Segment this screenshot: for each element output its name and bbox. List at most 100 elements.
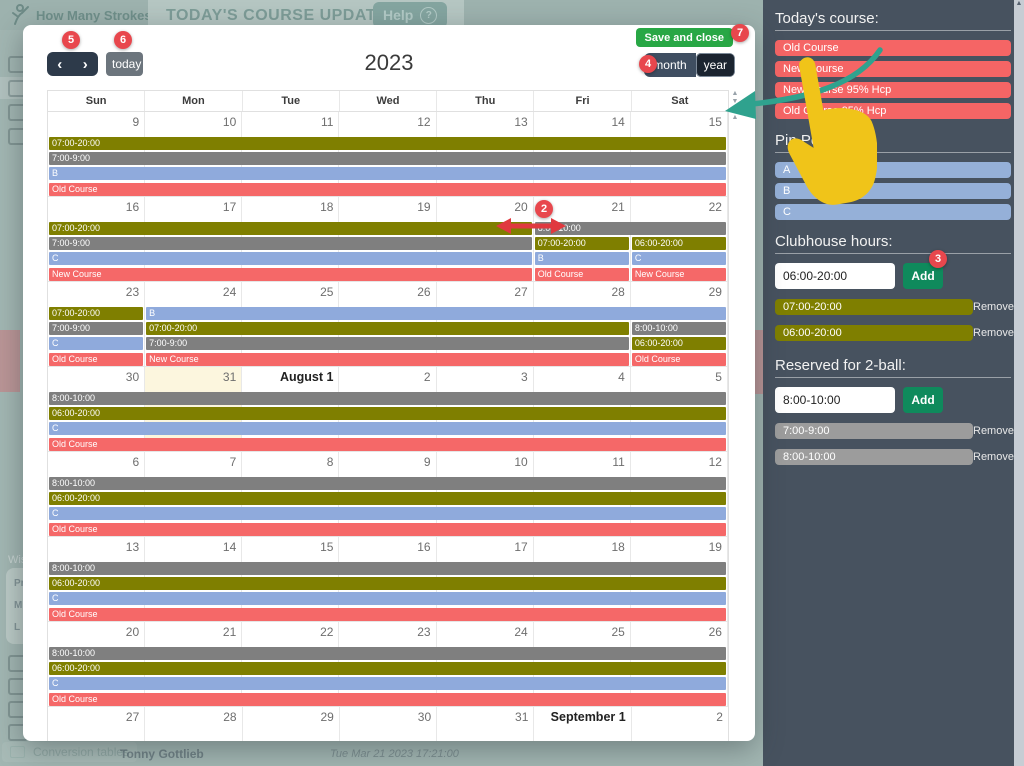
week-row: 6 7 8 9 10 11 12 8:00-10:00 06:00-20:00 C Old Cour… <box>48 452 728 537</box>
calendar-event-olive[interactable]: 07:00-20:00 <box>534 237 629 251</box>
day-cell[interactable]: 2 <box>632 707 728 741</box>
page-scrollbar[interactable]: ▲ <box>1014 0 1024 766</box>
calendar-event-red[interactable]: New Course <box>146 352 629 366</box>
calendar-event-blue[interactable]: C <box>49 422 726 436</box>
next-month-button[interactable]: › <box>82 55 88 73</box>
hours-input[interactable] <box>775 263 895 289</box>
date-label: 10 <box>514 455 528 469</box>
question-mark-icon: ? <box>420 6 438 24</box>
calendar-event-olive[interactable]: 07:00-20:00 <box>146 322 629 336</box>
calendar-event-gray[interactable]: 8:00-10:00 <box>631 322 726 336</box>
calendar-event-gray[interactable]: 8:00-10:00 <box>49 562 726 575</box>
day-cell[interactable]: 15 <box>631 112 728 196</box>
page-heading: TODAY'S COURSE UPDATES <box>166 7 399 24</box>
calendar-event-blue[interactable]: C <box>49 507 726 521</box>
prev-month-button[interactable]: ‹ <box>57 55 63 73</box>
day-cell[interactable]: 28 <box>145 707 243 741</box>
calendar-event-gray[interactable]: 8:00-10:00 <box>49 392 726 405</box>
date-label: 16 <box>125 200 140 214</box>
option-chip[interactable]: New Course <box>775 61 1011 77</box>
calendar-event-olive[interactable]: 07:00-20:00 <box>49 307 144 320</box>
calendar-event-gray[interactable]: 7:00-9:00 <box>49 152 726 166</box>
save-and-close-button[interactable]: Save and close <box>635 28 733 47</box>
calendar-event-olive[interactable]: 06:00-20:00 <box>631 237 726 251</box>
calendar-event-red[interactable]: Old Course <box>49 437 726 451</box>
calendar-event-gray[interactable]: 8:00-10:00 <box>49 477 726 490</box>
calendar-event-olive[interactable]: 06:00-20:00 <box>49 662 726 676</box>
calendar-event-red[interactable]: Old Course <box>49 607 726 621</box>
weekday-header: Wed <box>340 91 438 111</box>
option-chip[interactable]: Old Course 95% Hcp <box>775 103 1011 119</box>
month-view-button[interactable]: month <box>644 53 696 77</box>
calendar-event-gray[interactable]: 7:00-9:00 <box>49 322 144 336</box>
calendar-event-red[interactable]: Old Course <box>631 352 726 366</box>
calendar-event-red[interactable]: Old Course <box>49 352 144 366</box>
year-view-button[interactable]: year <box>695 53 735 77</box>
help-button[interactable]: Help ? <box>373 2 448 28</box>
day-cell[interactable]: 19 <box>631 537 728 621</box>
calendar-event-gray[interactable]: 7:00-9:00 <box>146 337 629 351</box>
date-label: 9 <box>423 455 431 469</box>
scroll-up-icon[interactable]: ▲ <box>731 90 739 97</box>
remove-button[interactable]: Remove <box>973 425 1014 437</box>
remove-button[interactable]: Remove <box>973 327 1014 339</box>
calendar-event-olive[interactable]: 06:00-20:00 <box>49 492 726 506</box>
option-chip[interactable]: A <box>775 162 1011 178</box>
add-button[interactable]: Add <box>903 263 943 289</box>
remove-button[interactable]: Remove <box>973 301 1014 313</box>
day-cell[interactable]: 28 <box>534 282 631 366</box>
day-cell[interactable]: 12 <box>631 452 728 536</box>
calendar-event-olive[interactable]: 06:00-20:00 <box>49 407 726 421</box>
option-chip[interactable]: B <box>775 183 1011 199</box>
calendar-event-blue[interactable]: B <box>49 167 726 181</box>
view-toggle: month year <box>644 53 735 77</box>
app-top-bar: How Many Strokes TODAY'S COURSE UPDATES … <box>0 0 763 30</box>
day-cell[interactable]: 26 <box>631 622 728 706</box>
remove-button[interactable]: Remove <box>973 451 1014 463</box>
day-cell[interactable]: 29 <box>243 707 340 741</box>
calendar-event-blue[interactable]: B <box>146 307 726 320</box>
calendar-event-red[interactable]: Old Course <box>534 267 629 281</box>
option-chip[interactable]: C <box>775 204 1011 220</box>
scroll-spinner-icons[interactable]: ▲ ▼ ▲ <box>729 90 741 122</box>
calendar-event-red[interactable]: Old Course <box>49 692 726 706</box>
scroll-down-icon[interactable]: ▼ <box>731 98 739 105</box>
day-cell[interactable]: 5 <box>631 367 728 451</box>
calendar-event-red[interactable]: Old Course <box>49 522 726 536</box>
calendar-event-olive[interactable]: 07:00-20:00 <box>49 222 532 235</box>
date-label: 25 <box>320 285 334 299</box>
day-cell[interactable]: 20 <box>437 197 534 281</box>
option-chip[interactable]: New Course 95% Hcp <box>775 82 1011 98</box>
date-label: 19 <box>708 540 722 554</box>
calendar-event-blue[interactable]: C <box>49 252 532 266</box>
calendar-event-blue[interactable]: C <box>49 592 726 606</box>
day-cell[interactable]: 27 <box>48 707 146 741</box>
calendar-event-blue[interactable]: C <box>49 337 144 351</box>
sidebar-item-conversion-tables[interactable]: Conversion tables <box>2 742 138 762</box>
calendar-event-gray[interactable]: 8:00-10:00 <box>534 222 726 235</box>
calendar-event-olive[interactable]: 07:00-20:00 <box>49 137 726 150</box>
hours-input[interactable] <box>775 387 895 413</box>
day-cell[interactable]: 22 <box>631 197 728 281</box>
calendar-event-blue[interactable]: C <box>49 677 726 691</box>
scroll-up-icon[interactable]: ▲ <box>731 114 739 121</box>
day-cell[interactable]: 21 <box>534 197 631 281</box>
calendar-event-gray[interactable]: 8:00-10:00 <box>49 647 726 660</box>
add-button[interactable]: Add <box>903 387 943 413</box>
calendar-event-blue[interactable]: C <box>631 252 726 266</box>
calendar-event-olive[interactable]: 06:00-20:00 <box>631 337 726 351</box>
day-cell[interactable]: 29 <box>631 282 728 366</box>
calendar-event-red[interactable]: New Course <box>49 267 532 281</box>
option-chip[interactable]: Old Course <box>775 40 1011 56</box>
date-label: 14 <box>222 540 237 554</box>
calendar-event-gray[interactable]: 7:00-9:00 <box>49 237 532 251</box>
day-cell[interactable]: 31 <box>437 707 535 741</box>
calendar-event-red[interactable]: New Course <box>631 267 726 281</box>
day-cell[interactable]: 23 <box>48 282 146 366</box>
calendar-event-blue[interactable]: B <box>534 252 629 266</box>
day-cell[interactable]: September 1 <box>534 707 632 741</box>
calendar-event-olive[interactable]: 06:00-20:00 <box>49 577 726 591</box>
calendar-event-red[interactable]: Old Course <box>49 182 726 196</box>
day-cell[interactable]: 30 <box>340 707 438 741</box>
today-button[interactable]: today <box>106 52 143 76</box>
